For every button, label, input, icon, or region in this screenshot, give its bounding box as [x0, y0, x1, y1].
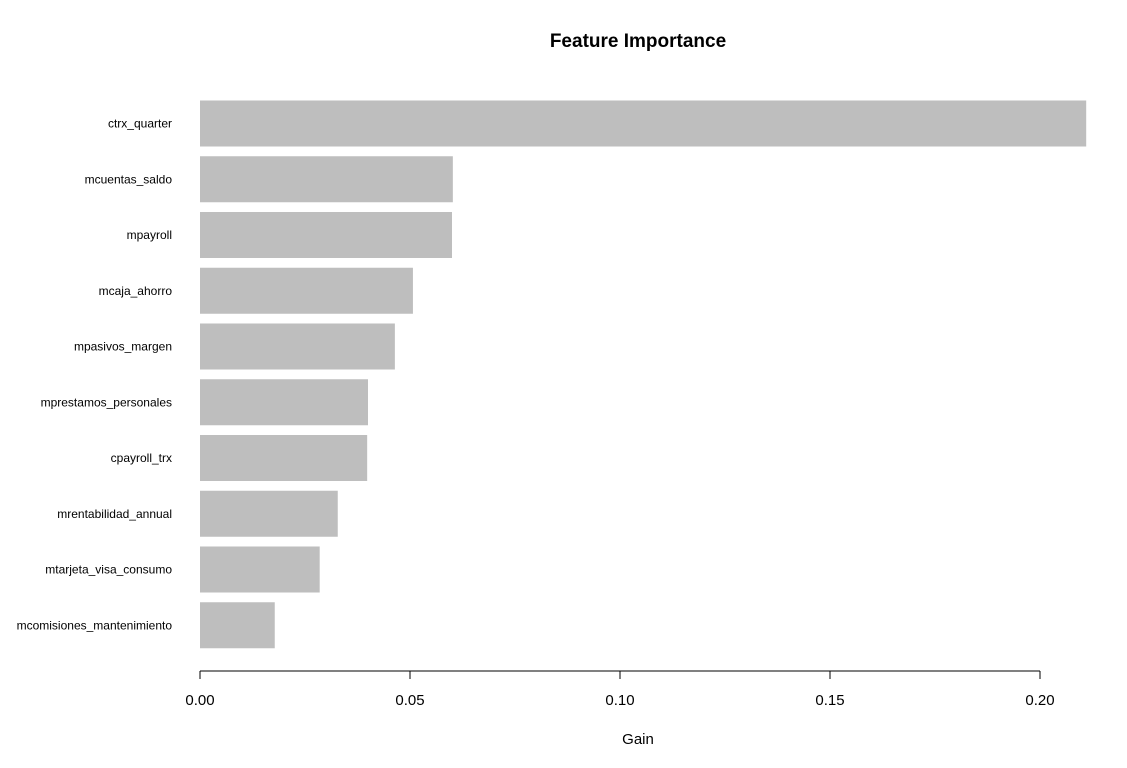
category-label: mpasivos_margen	[74, 340, 172, 354]
bars	[200, 100, 1087, 649]
chart-title: Feature Importance	[550, 31, 726, 52]
bar-mrentabilidad_annual	[200, 490, 338, 537]
category-label: ctrx_quarter	[108, 117, 172, 131]
category-label: mpayroll	[127, 228, 172, 242]
bar-mcuentas_saldo	[200, 156, 453, 203]
x-tick-label: 0.10	[605, 692, 634, 709]
category-label: mcuentas_saldo	[85, 172, 173, 186]
bar-mpayroll	[200, 212, 452, 258]
bar-ctrx_quarter	[200, 100, 1087, 147]
bar-mtarjeta_visa_consumo	[200, 546, 320, 593]
x-tick-label: 0.20	[1025, 692, 1054, 709]
x-tick-label: 0.05	[395, 692, 424, 709]
category-label: mcomisiones_mantenimiento	[17, 618, 173, 632]
x-tick-label: 0.00	[185, 692, 214, 709]
bar-mcomisiones_mantenimiento	[200, 602, 275, 649]
bar-mcaja_ahorro	[200, 267, 413, 314]
bar-mprestamos_personales	[200, 379, 368, 426]
category-labels: ctrx_quarter mcuentas_saldo mpayroll mcaja_…	[17, 117, 173, 633]
x-axis: 0.00 0.05 0.10 0.15 0.20	[185, 670, 1055, 709]
x-axis-title: Gain	[622, 731, 654, 748]
category-label: mcaja_ahorro	[99, 284, 173, 298]
category-label: mtarjeta_visa_consumo	[45, 563, 172, 577]
category-label: mrentabilidad_annual	[57, 507, 172, 521]
x-tick-label: 0.15	[815, 692, 844, 709]
bar-mpasivos_margen	[200, 323, 395, 370]
category-label: cpayroll_trx	[111, 451, 172, 465]
bar-cpayroll_trx	[200, 435, 368, 481]
category-label: mprestamos_personales	[41, 395, 172, 409]
